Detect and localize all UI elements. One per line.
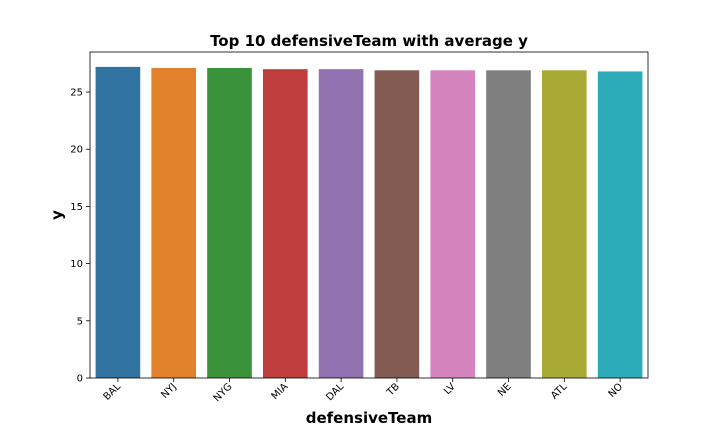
plot-frame bbox=[89, 51, 649, 379]
bar-dal bbox=[318, 69, 364, 378]
x-tick-label: TB bbox=[384, 381, 402, 399]
bar-nyj bbox=[151, 68, 197, 378]
x-tick-label: LV bbox=[442, 381, 458, 397]
x-tick-label: NE bbox=[496, 381, 514, 399]
x-axis-label: defensiveTeam bbox=[306, 409, 432, 427]
x-tick-label: NO bbox=[607, 381, 626, 400]
bar-no bbox=[597, 71, 643, 378]
bar-tb bbox=[374, 70, 420, 378]
chart-title: Top 10 defensiveTeam with average y bbox=[210, 32, 528, 50]
bar-ne bbox=[486, 70, 531, 378]
x-tick-label: BAL bbox=[102, 381, 124, 403]
bar-mia bbox=[262, 69, 308, 378]
y-tick-label: 10 bbox=[70, 259, 83, 270]
y-tick-label: 25 bbox=[70, 88, 83, 99]
x-tick-label: NYG bbox=[212, 381, 235, 404]
y-axis-label: y bbox=[48, 210, 66, 220]
bars bbox=[95, 66, 643, 378]
y-tick-label: 20 bbox=[70, 145, 83, 156]
y-tick-label: 0 bbox=[77, 374, 83, 385]
x-tick-label: ATL bbox=[549, 381, 570, 402]
bar-nyg bbox=[207, 68, 252, 378]
bar-lv bbox=[430, 70, 476, 378]
y-tick-label: 5 bbox=[77, 316, 83, 327]
x-tick-label: NYJ bbox=[159, 381, 178, 400]
x-tick-label: MIA bbox=[270, 381, 291, 402]
bar-bal bbox=[95, 66, 141, 378]
x-axis: BAL NYJ NYG MIA DAL TB LV NE ATL NO bbox=[102, 378, 626, 404]
y-axis: 0 5 10 15 20 25 bbox=[70, 88, 90, 385]
bar-atl bbox=[541, 70, 587, 378]
y-tick-label: 15 bbox=[70, 202, 83, 213]
x-tick-label: DAL bbox=[324, 381, 346, 403]
